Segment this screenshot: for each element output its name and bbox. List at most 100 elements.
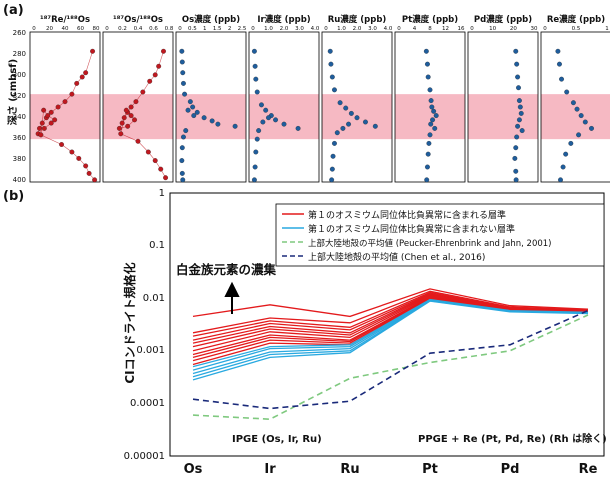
series-line-in bbox=[192, 288, 589, 318]
data-point bbox=[135, 138, 141, 144]
panel-b-lines bbox=[192, 288, 589, 421]
data-point bbox=[74, 80, 80, 86]
highlight-band bbox=[541, 94, 610, 140]
data-point bbox=[92, 177, 98, 183]
subplot-xtick: 10 bbox=[489, 26, 496, 32]
subplot-xtick: 1 bbox=[203, 26, 207, 32]
subplot-xtick: 0 bbox=[251, 26, 255, 32]
data-point bbox=[516, 117, 522, 123]
data-point bbox=[41, 125, 47, 131]
subplot-xtick: 2.0 bbox=[280, 26, 289, 32]
data-point bbox=[180, 80, 186, 86]
data-point bbox=[513, 177, 519, 183]
data-point bbox=[263, 107, 269, 113]
legend-item-out: 第１のオスミウム同位体比負異常に含まれない層準 bbox=[308, 223, 515, 235]
data-point bbox=[560, 164, 566, 170]
data-point bbox=[133, 99, 139, 105]
panel-b-frame bbox=[169, 192, 605, 457]
legend-box bbox=[275, 203, 605, 267]
panel-b-ylabel: CIコンドライト規格化 bbox=[122, 262, 137, 383]
data-point bbox=[559, 76, 564, 82]
data-point bbox=[425, 151, 431, 157]
data-point bbox=[119, 120, 125, 126]
subplot-xtick: 0 bbox=[105, 26, 109, 32]
subplot-title: Pd濃度 (ppb) bbox=[474, 14, 532, 25]
subplot-frame bbox=[175, 31, 247, 183]
data-point bbox=[187, 99, 193, 105]
b-ytick: 1 bbox=[159, 188, 165, 199]
data-point bbox=[232, 123, 238, 129]
panel-a-label: (a) bbox=[3, 3, 24, 18]
data-point bbox=[570, 100, 576, 106]
data-point bbox=[343, 105, 349, 111]
b-ytick: 0.001 bbox=[136, 345, 165, 356]
data-point bbox=[346, 121, 351, 127]
data-point bbox=[86, 170, 92, 176]
a-ytick: 280 bbox=[13, 50, 26, 58]
data-point bbox=[69, 91, 75, 97]
data-point bbox=[330, 153, 336, 159]
arrow-up-icon bbox=[224, 281, 240, 314]
series-line-out bbox=[192, 300, 589, 381]
data-point bbox=[253, 149, 259, 155]
data-point bbox=[128, 113, 134, 119]
subplot-title: Re濃度 (ppb) bbox=[547, 14, 605, 25]
data-point bbox=[52, 117, 58, 123]
data-point bbox=[518, 110, 524, 116]
data-point bbox=[423, 48, 429, 54]
ppge-label: PPGE + Re (Pt, Pd, Re) (Rh は除く) bbox=[418, 432, 607, 445]
data-point bbox=[424, 177, 430, 183]
subplot-xtick: 0.5 bbox=[572, 26, 581, 32]
data-point bbox=[574, 106, 580, 112]
data-point bbox=[55, 104, 61, 110]
data-point bbox=[254, 89, 260, 95]
data-point bbox=[428, 121, 434, 127]
data-point bbox=[430, 117, 436, 123]
data-point bbox=[69, 149, 75, 155]
data-point bbox=[190, 104, 196, 110]
subplot-frame bbox=[248, 31, 320, 183]
data-point bbox=[515, 123, 521, 129]
data-point bbox=[145, 149, 151, 155]
enrichment-annotation: 白金族元素の濃集 bbox=[176, 262, 277, 277]
data-point bbox=[513, 168, 519, 174]
data-point bbox=[37, 125, 42, 131]
subplot-xtick: 0.2 bbox=[118, 26, 127, 32]
data-point bbox=[125, 123, 131, 129]
data-point bbox=[328, 61, 334, 67]
data-point bbox=[201, 115, 207, 121]
panel-a-y-ticks: 260 280 300 320 340 360 380 400 bbox=[13, 29, 26, 184]
data-point bbox=[76, 155, 82, 161]
b-xtick: Ir bbox=[264, 462, 276, 477]
data-point bbox=[191, 113, 197, 119]
data-point bbox=[161, 48, 166, 54]
data-point bbox=[516, 85, 521, 91]
data-point bbox=[48, 109, 54, 115]
subplot-xtick: 0.5 bbox=[188, 26, 197, 32]
data-point bbox=[334, 130, 340, 136]
data-point bbox=[424, 164, 430, 170]
subplot-xtick: 0 bbox=[543, 26, 547, 32]
subplot-xtick: 0.4 bbox=[134, 26, 143, 32]
data-point bbox=[121, 115, 127, 121]
data-point bbox=[180, 177, 186, 183]
subplot-xtick: 3.0 bbox=[368, 26, 377, 32]
data-point bbox=[568, 140, 574, 146]
subplot-title: Ru濃度 (ppb) bbox=[328, 14, 387, 25]
subplot-xtick: 4.0 bbox=[311, 26, 320, 32]
data-point bbox=[329, 166, 335, 172]
data-point bbox=[90, 48, 96, 54]
data-point bbox=[182, 91, 188, 97]
data-point bbox=[427, 87, 433, 93]
data-point bbox=[576, 132, 582, 138]
data-point bbox=[256, 128, 262, 134]
data-point bbox=[273, 117, 278, 123]
subplot-frame bbox=[467, 31, 539, 183]
subplot-xtick: 12 bbox=[442, 26, 449, 32]
subplot-xtick: 16 bbox=[458, 26, 465, 32]
data-point bbox=[555, 48, 561, 54]
data-point bbox=[432, 125, 438, 131]
series-line-chen bbox=[192, 309, 589, 410]
panel-b-y-ticks: 1 0.1 0.01 0.001 0.0001 0.00001 bbox=[124, 188, 165, 462]
